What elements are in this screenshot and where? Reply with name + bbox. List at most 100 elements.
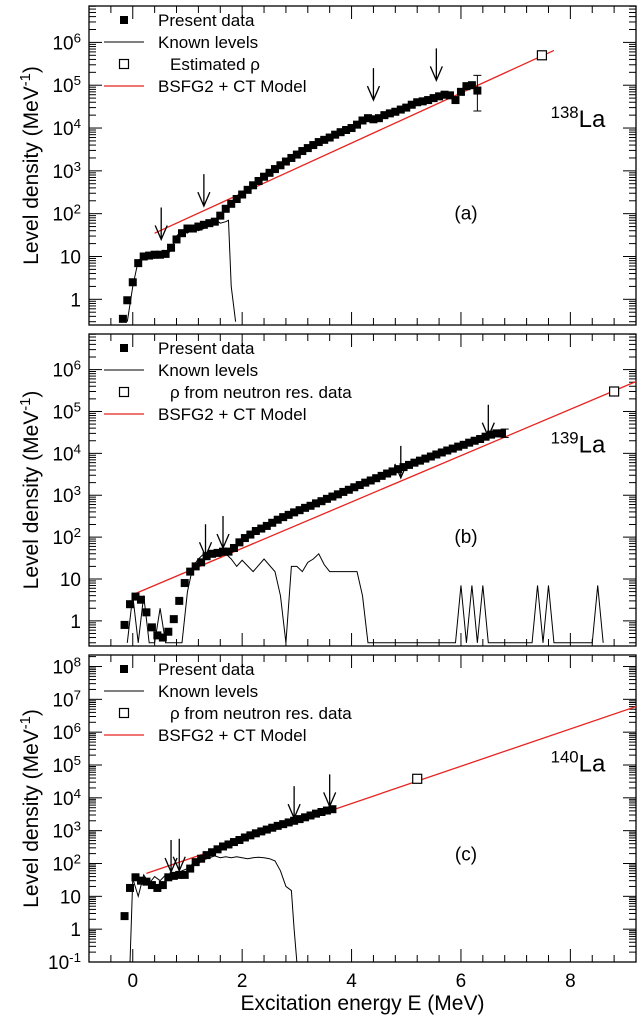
y-tick-label-part-1: 4 [74, 116, 81, 131]
present-data-point [446, 91, 455, 100]
y-tick-label: 10 [60, 887, 81, 908]
y-tick-label-part-1: 2 [74, 851, 81, 866]
legend-label-part-0: Estimated ρ [170, 55, 260, 74]
x-tick-label-part-0: 2 [237, 971, 248, 992]
present-data-point [120, 620, 129, 629]
present-data-point [342, 125, 351, 134]
y-axis-title-part-0: Level density (MeV [20, 86, 43, 265]
present-data-point [306, 811, 315, 820]
x-tick-label-part-0: 0 [127, 971, 138, 992]
legend-label: Present data [158, 339, 255, 358]
marker-arrow [216, 515, 230, 550]
y-tick-label-part-0: 1 [70, 920, 81, 941]
present-data-point [322, 806, 331, 815]
present-data-point [396, 105, 405, 114]
y-tick-label-part-0: 10 [52, 657, 73, 678]
present-data-point [208, 549, 217, 558]
present-data-point [287, 153, 296, 162]
y-tick-label-part-0: 10 [52, 854, 73, 875]
estimated-rho-point [609, 386, 620, 397]
present-data-point [246, 831, 255, 840]
present-data-point [413, 98, 422, 107]
y-tick-label: 103 [52, 483, 81, 508]
present-data-point [459, 440, 468, 449]
present-data-point [328, 805, 337, 814]
legend-label: Known levels [158, 33, 258, 52]
x-tick-label: 6 [456, 971, 467, 992]
present-data-point [175, 596, 184, 605]
y-tick-label: 108 [52, 654, 81, 679]
present-data-point [374, 114, 383, 123]
present-data-point [295, 506, 304, 515]
present-data-point [290, 816, 299, 825]
present-data-point [317, 497, 326, 506]
y-tick-label: 104 [52, 116, 81, 141]
present-data-point [169, 615, 178, 624]
marker-arrow [197, 174, 211, 208]
present-data-point [177, 229, 186, 238]
plot-frame [88, 654, 637, 963]
present-data-point [454, 442, 463, 451]
present-data-point [180, 870, 189, 879]
y-tick-label: 10 [60, 570, 81, 591]
model-line [154, 49, 555, 234]
panel-label: (b) [454, 527, 477, 548]
y-tick-label-part-1: 4 [74, 441, 81, 456]
present-data-point [219, 547, 228, 556]
y-axis-title-part-1: -1 [18, 73, 34, 86]
y-tick-label-part-1: 7 [74, 687, 81, 702]
y-tick-label-part-1: 6 [74, 720, 81, 735]
present-data-point [325, 133, 334, 142]
y-axis-title-part-2: ) [20, 66, 43, 73]
panel-label: (c) [455, 845, 477, 866]
y-tick-label: 106 [52, 30, 81, 55]
legend-label-part-0: ρ from neutron res. data [170, 704, 352, 723]
y-tick-label-part-0: 10 [52, 402, 73, 423]
legend-marker-present-data [120, 16, 128, 24]
present-data-point [394, 465, 403, 474]
present-data-point [197, 558, 206, 567]
present-data-point [331, 130, 340, 139]
x-axis-title-part-0: Excitation energy E (MeV) [241, 992, 485, 1015]
present-data-point [221, 204, 230, 213]
present-data-point [175, 870, 184, 879]
present-data-point [118, 314, 127, 323]
present-data-point [424, 96, 433, 105]
y-tick-label-part-1: 2 [74, 201, 81, 216]
panel-label-part-0: (a) [454, 204, 477, 225]
y-tick-label-part-1: 3 [74, 818, 81, 833]
present-data-point [404, 460, 413, 469]
y-tick-label-part-0: 10 [48, 953, 69, 974]
y-tick-label-part-1: 5 [74, 399, 81, 414]
present-data-point [164, 873, 173, 882]
present-data-point [391, 107, 400, 116]
panel-label: (a) [454, 204, 477, 225]
y-tick-label: 104 [52, 441, 81, 466]
x-tick-label: 4 [346, 971, 357, 992]
present-data-point [224, 547, 233, 556]
y-axis-title-part-1: -1 [18, 716, 34, 729]
present-data-point [251, 829, 260, 838]
present-data-point [448, 444, 457, 453]
present-data-point [249, 181, 258, 190]
present-data-point [437, 448, 446, 457]
nucleus-label-part-1: La [579, 751, 606, 778]
y-tick-label-part-0: 10 [52, 756, 73, 777]
y-tick-label-part-1: 4 [74, 785, 81, 800]
y-tick-label: 102 [52, 525, 81, 550]
y-tick-label-part-1: 5 [74, 73, 81, 88]
present-data-point [128, 278, 137, 287]
nucleus-label-part-1: La [579, 432, 606, 459]
present-data-point [136, 876, 145, 885]
present-data-point [158, 633, 167, 642]
y-axis-title: Level density (MeV-1) [18, 391, 43, 590]
y-tick-label-part-0: 10 [52, 33, 73, 54]
legend-label-part-0: Present data [158, 11, 255, 30]
y-tick-label: 107 [52, 687, 81, 712]
present-data-point [202, 851, 211, 860]
nucleus-label-part-0: 138 [551, 103, 579, 122]
present-data-point [415, 456, 424, 465]
y-tick-label: 102 [52, 201, 81, 226]
legend-label: Known levels [158, 682, 258, 701]
legend-label: Present data [158, 11, 255, 30]
